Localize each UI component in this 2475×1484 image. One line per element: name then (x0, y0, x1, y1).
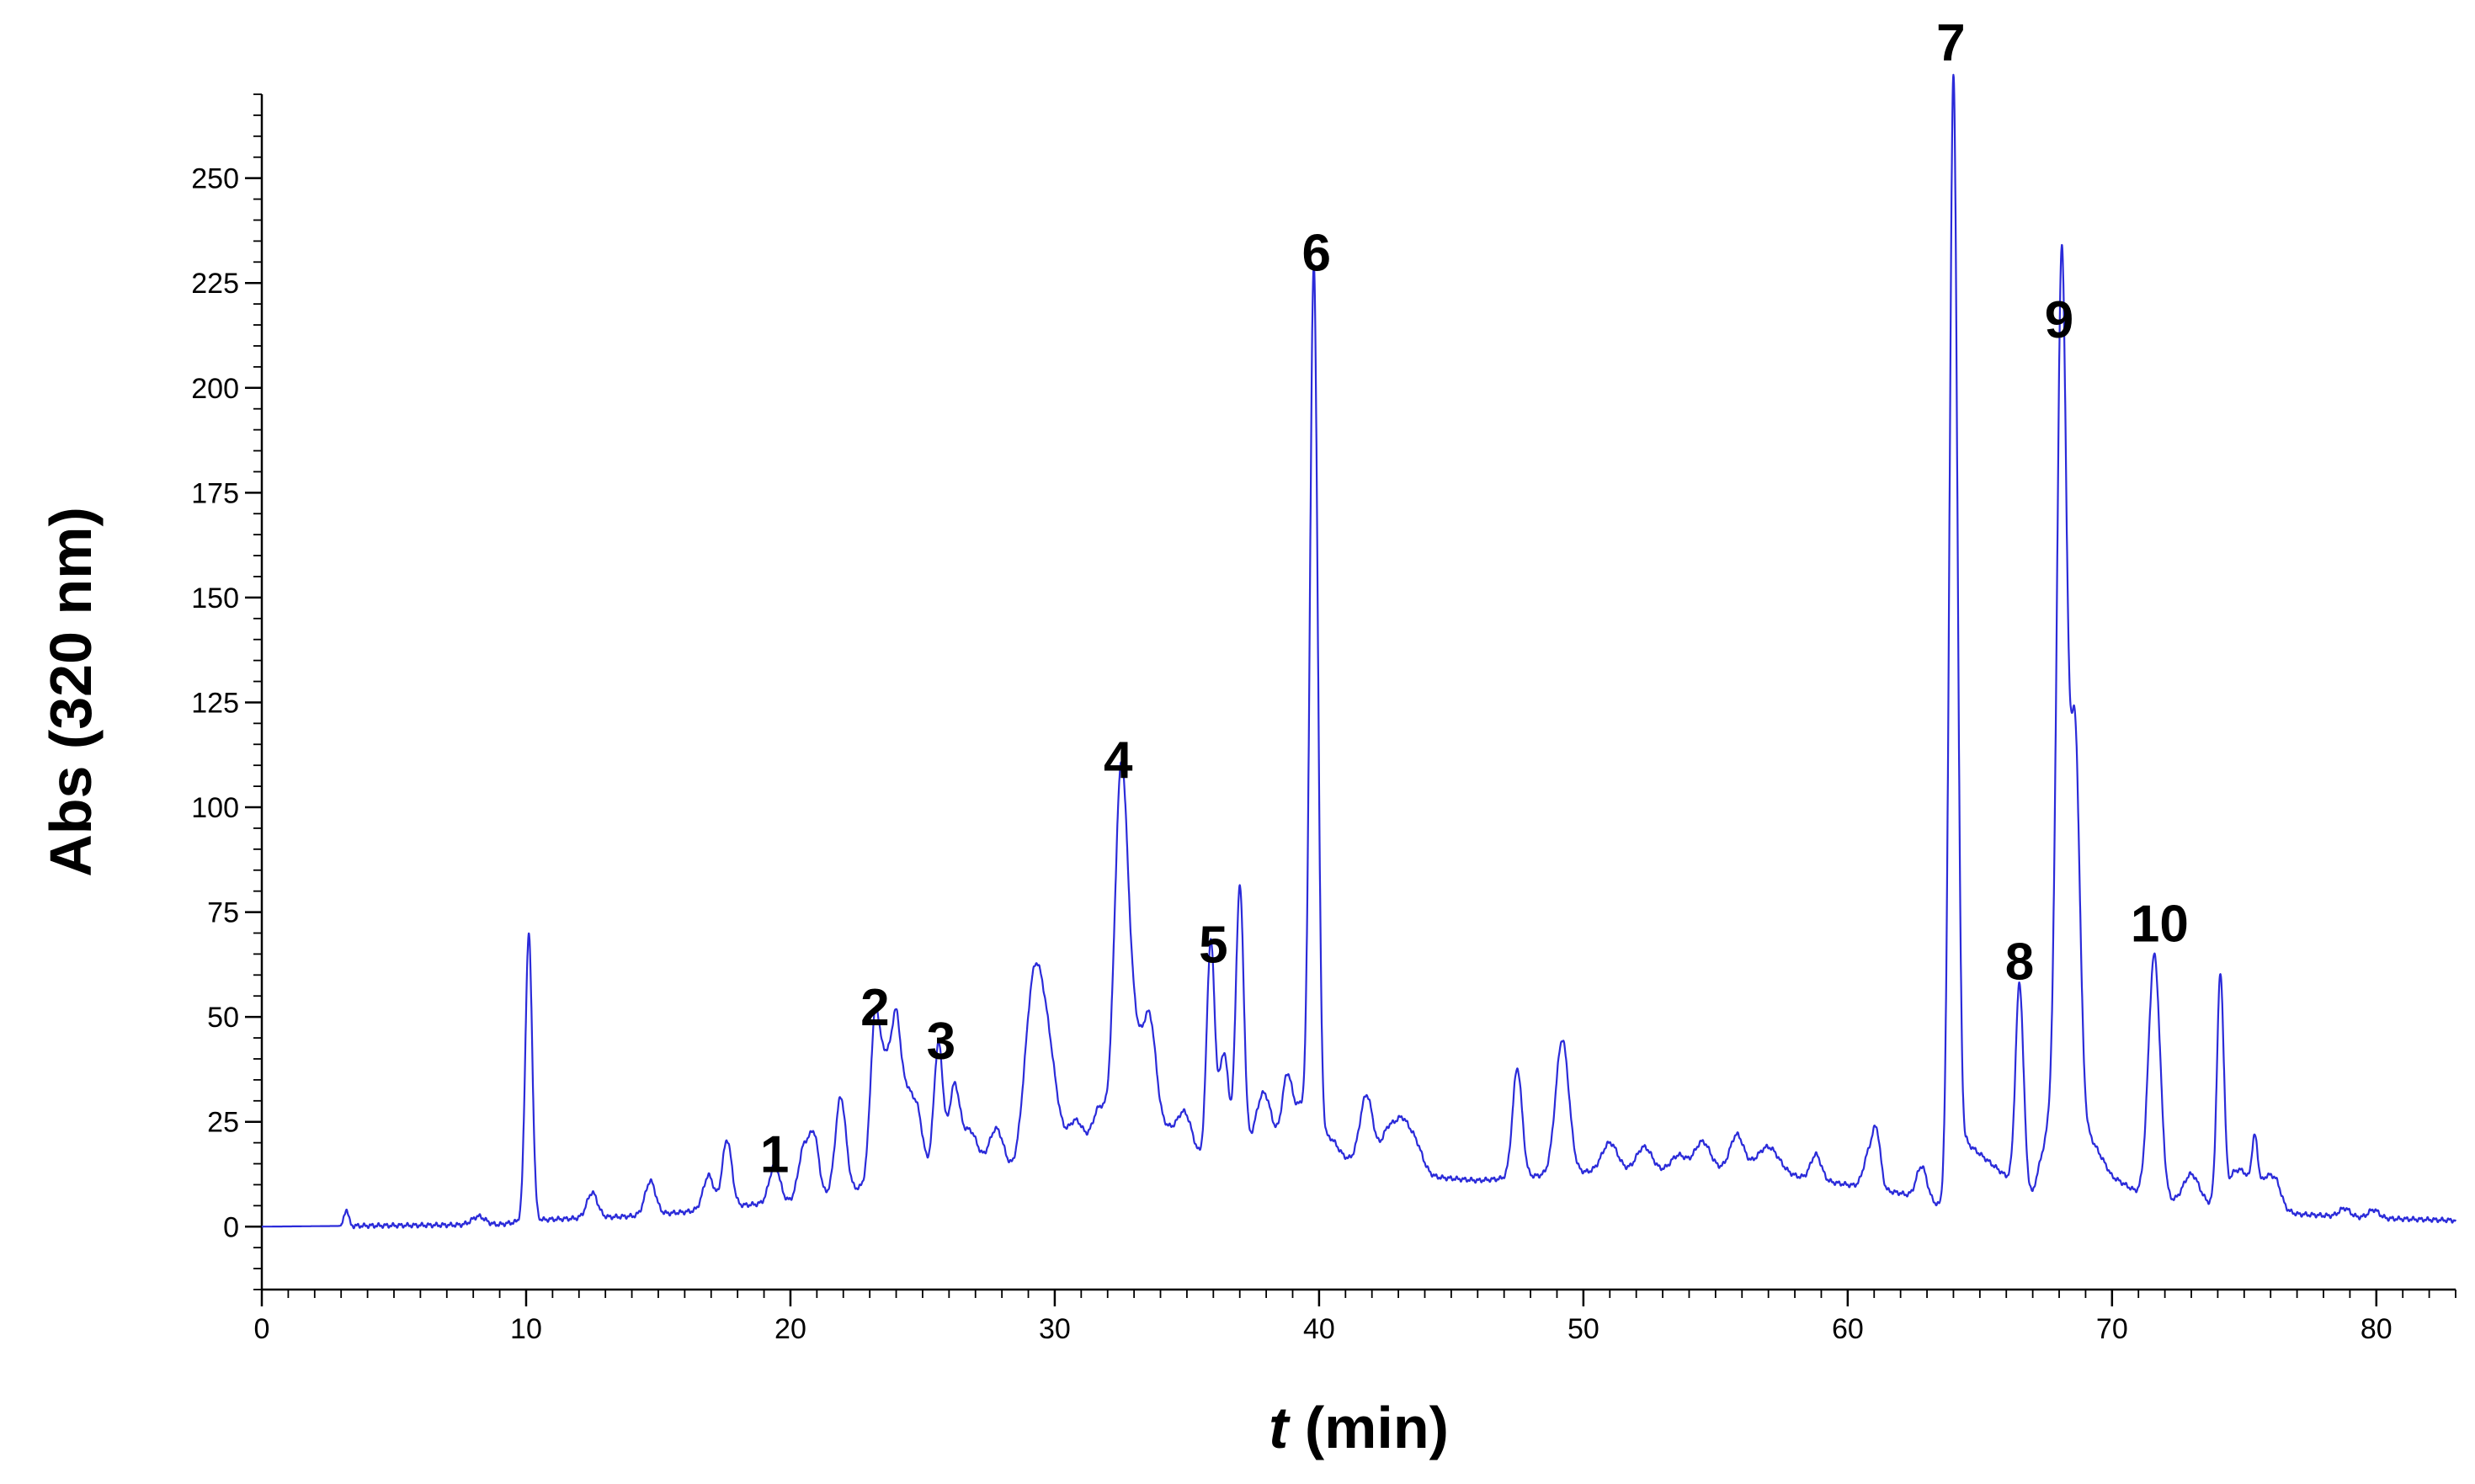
y-tick-label: 25 (207, 1107, 239, 1139)
y-tick-label: 100 (191, 792, 239, 824)
trace-group (261, 73, 2457, 1230)
peak-label: 3 (927, 1013, 955, 1071)
peak-label: 6 (1302, 224, 1331, 282)
x-axis-ticks: 0 10 20 30 40 50 60 70 80 (254, 1290, 2456, 1345)
y-tick-label: 250 (191, 163, 239, 195)
x-tick-label: 70 (2096, 1313, 2128, 1345)
peak-label: 9 (2045, 291, 2073, 349)
x-tick-label: 30 (1039, 1313, 1071, 1345)
chromatogram-trace (261, 73, 2457, 1230)
x-axis-title: t (min) (1269, 1395, 1449, 1460)
peak-label: 2 (860, 979, 889, 1037)
x-axis-title-unit: (min) (1288, 1395, 1449, 1460)
x-tick-label: 0 (254, 1313, 270, 1345)
y-tick-label: 200 (191, 373, 239, 405)
y-axis-title: Abs (320 nm) (38, 507, 104, 877)
peak-label: 4 (1104, 731, 1133, 790)
y-tick-label: 0 (223, 1211, 239, 1243)
y-axis-ticks: 0 25 50 75 100 125 150 175 200 225 250 (191, 93, 262, 1290)
peak-label: 7 (1936, 14, 1965, 72)
axes: 0 10 20 30 40 50 60 70 80 0255075100125150175200… (191, 93, 2456, 1345)
y-tick-label: 225 (191, 268, 239, 300)
y-tick-label: 175 (191, 477, 239, 509)
y-tick-label: 50 (207, 1002, 239, 1034)
y-tick-label: 125 (191, 687, 239, 719)
peak-label: 10 (2131, 895, 2189, 953)
x-tick-label: 50 (1568, 1313, 1599, 1345)
peak-label: 1 (760, 1125, 789, 1183)
x-tick-label: 20 (774, 1313, 806, 1345)
x-tick-label: 60 (1832, 1313, 1864, 1345)
peak-label: 5 (1199, 916, 1227, 974)
x-tick-label: 80 (2361, 1313, 2392, 1345)
peak-label: 8 (2005, 933, 2034, 991)
y-tick-label: 75 (207, 897, 239, 929)
x-axis-title-variable: t (1269, 1395, 1291, 1460)
x-tick-label: 10 (510, 1313, 542, 1345)
x-tick-label: 40 (1303, 1313, 1335, 1345)
y-tick-label: 150 (191, 582, 239, 614)
